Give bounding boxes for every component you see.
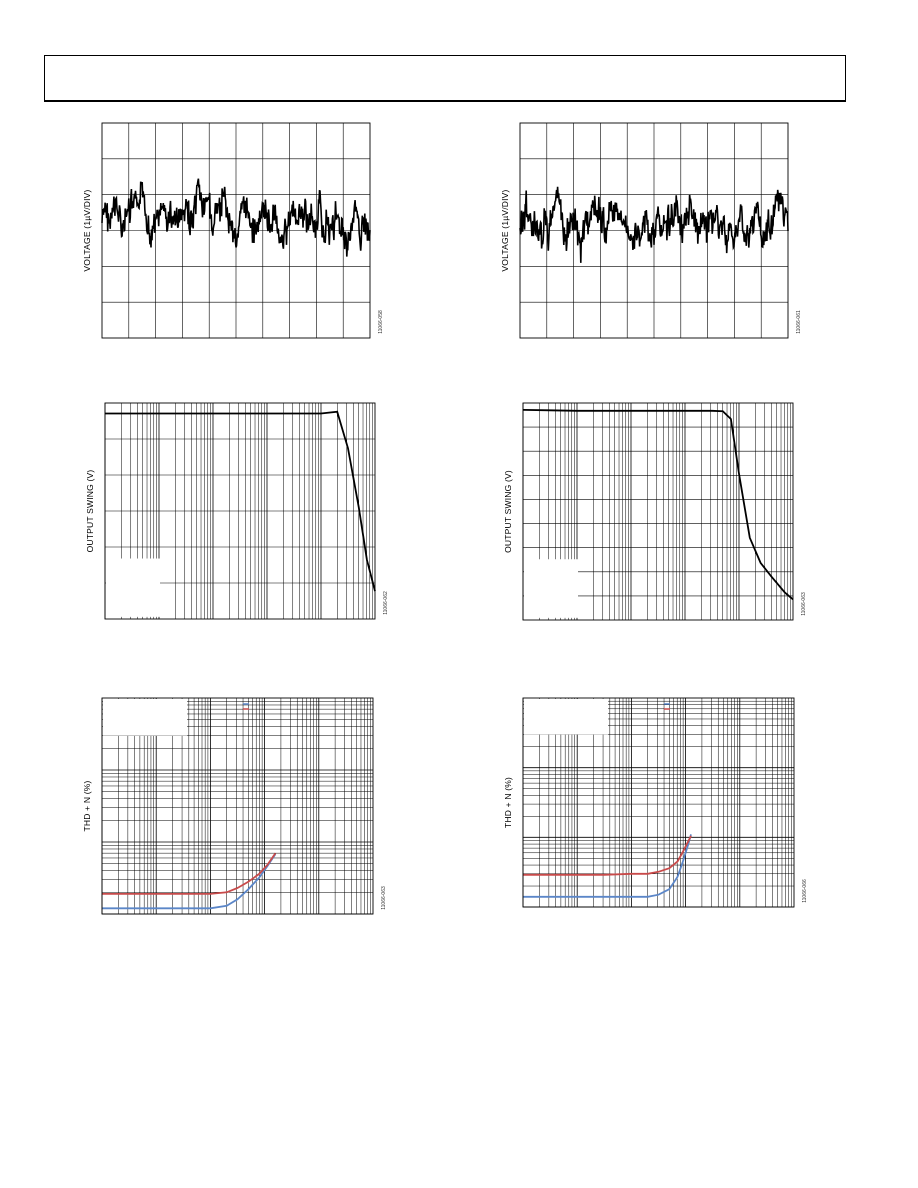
legend-blank [524, 699, 609, 735]
noise-trace [101, 178, 371, 257]
legend-blank [103, 699, 188, 736]
thd-series-line [523, 834, 692, 898]
grid [104, 403, 375, 619]
figure-id: 11066-063 [381, 886, 387, 910]
figure-noise-left: VOLTAGE (1µV/DIV) 11066-058 [78, 115, 398, 355]
plot-frame [522, 697, 795, 908]
figure-id: 11066-061 [796, 310, 802, 334]
figure-id: 11066-058 [378, 310, 384, 334]
figure-id: 11066-066 [802, 879, 808, 903]
figure-id: 11066-063 [801, 592, 807, 616]
thd-series-line [102, 852, 277, 895]
legend-blank [106, 558, 160, 617]
thd-series-line [102, 853, 277, 910]
swing-curve [522, 409, 794, 601]
y-axis-label: THD + N (%) [82, 780, 92, 831]
chart-svg: OUTPUT SWING (V) 11066-062 [85, 402, 389, 620]
plot-frame [104, 402, 376, 620]
legend-blank [524, 559, 578, 618]
figure-noise-right: VOLTAGE (1µV/DIV) 11066-061 [496, 115, 816, 355]
figure-thd-left: THD + N (%) 11066-063 [78, 690, 398, 950]
figure-id: 11066-062 [383, 591, 389, 615]
y-axis-label: VOLTAGE (1µV/DIV) [500, 189, 510, 271]
chart-svg: THD + N (%) 11066-063 [82, 697, 387, 915]
y-axis-label: OUTPUT SWING (V) [85, 470, 95, 553]
noise-trace [519, 186, 789, 263]
figure-swing-right: OUTPUT SWING (V) 11066-063 [496, 395, 816, 655]
y-axis-label: VOLTAGE (1µV/DIV) [82, 189, 92, 271]
figure-thd-right: THD + N (%) 11066-066 [496, 690, 816, 950]
chart-svg: VOLTAGE (1µV/DIV) 11066-058 [82, 122, 384, 339]
y-axis-label: OUTPUT SWING (V) [503, 470, 513, 553]
chart-svg: OUTPUT SWING (V) 11066-063 [503, 402, 807, 621]
grid [522, 698, 794, 908]
y-axis-label: THD + N (%) [503, 777, 513, 828]
thd-series-line [523, 835, 692, 876]
plot-frame [519, 122, 789, 339]
chart-svg: VOLTAGE (1µV/DIV) 11066-061 [500, 122, 802, 339]
plot-frame [101, 697, 374, 915]
plot-frame [522, 402, 794, 621]
figure-swing-left: OUTPUT SWING (V) 11066-062 [78, 395, 398, 655]
chart-svg: THD + N (%) 11066-066 [503, 697, 808, 908]
page-header [44, 55, 846, 102]
plot-frame [101, 122, 371, 339]
swing-curve [105, 410, 376, 592]
